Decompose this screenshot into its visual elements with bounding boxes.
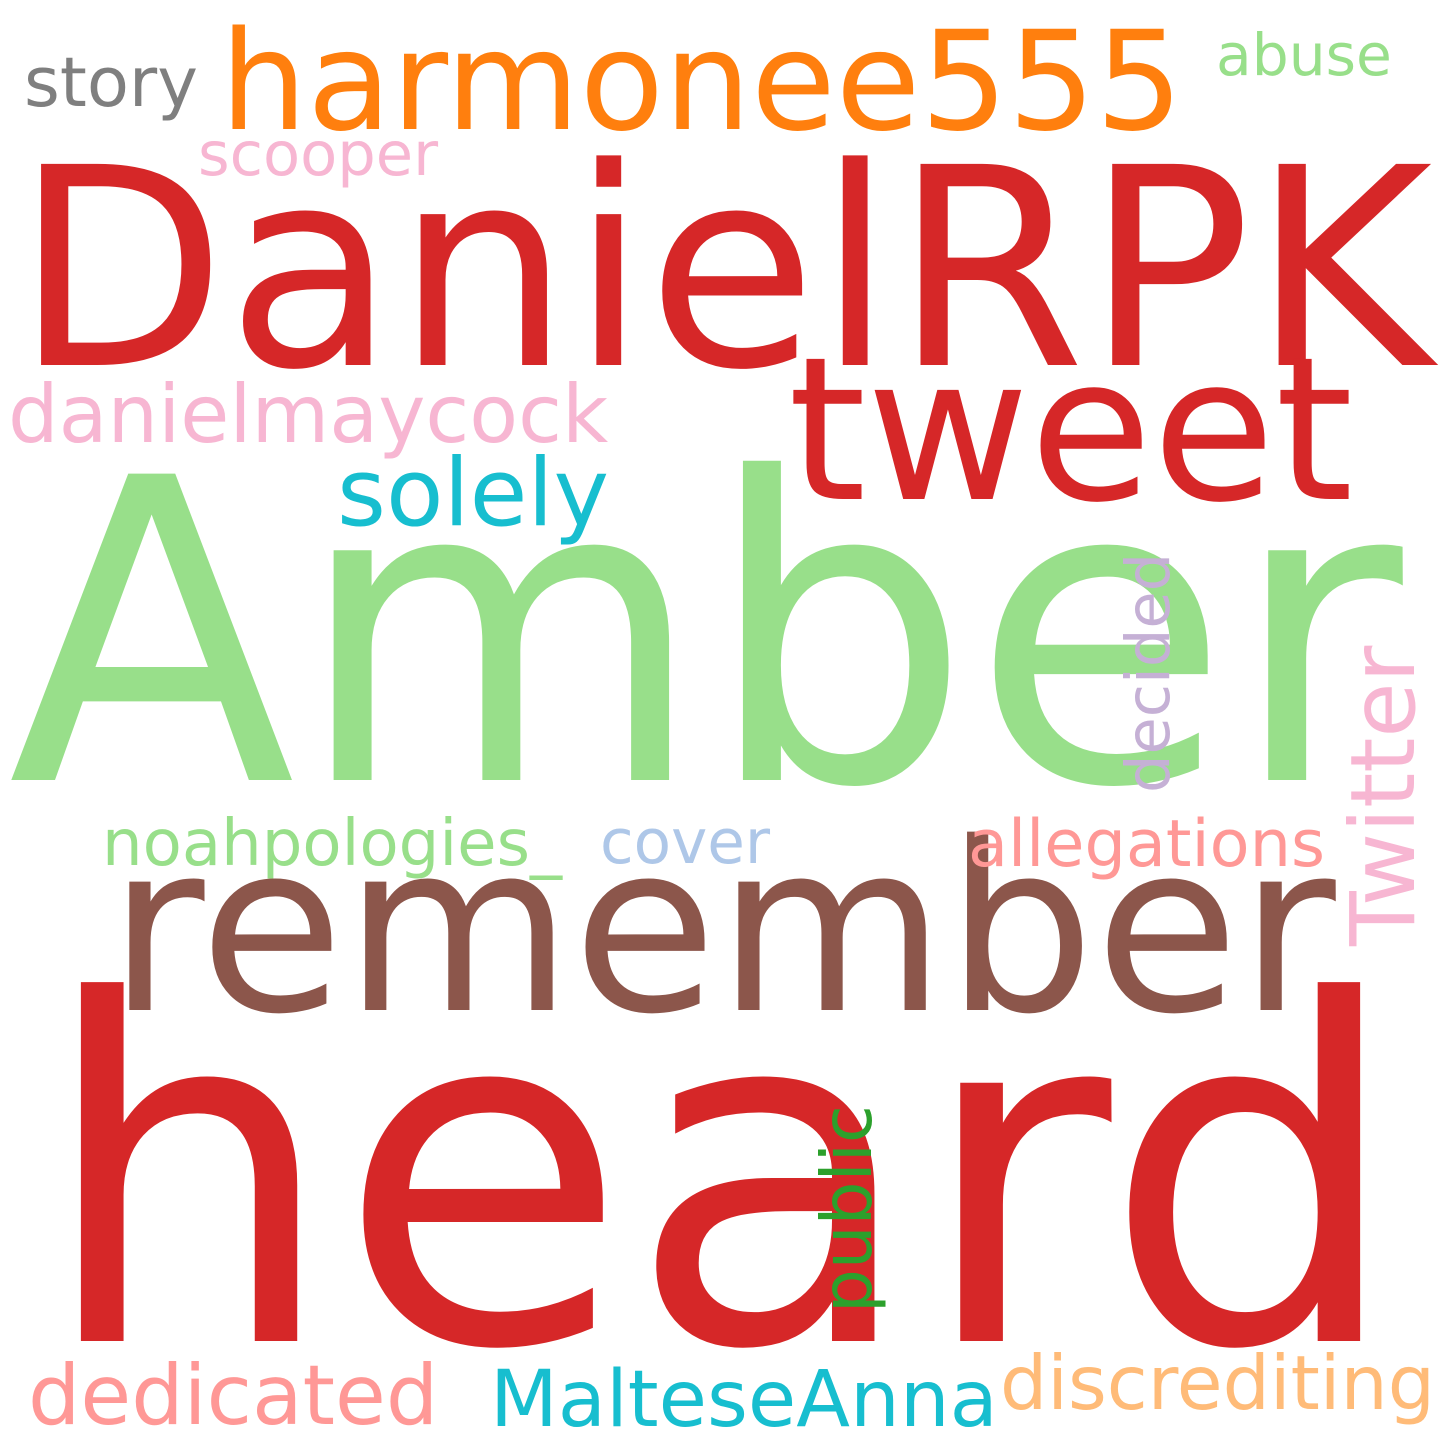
word-discrediting: discrediting [1000,1339,1435,1427]
word-story: story [24,42,198,123]
word-danielrpk: DanielRPK [14,110,1433,431]
word-decided: decided [1113,552,1184,793]
word-danielmaycock: danielmaycock [8,368,609,461]
word-solely: solely [337,439,610,548]
word-remember: remember [108,793,1336,1066]
word-amber: Amber [8,391,1403,880]
word-scooper: scooper [198,119,439,190]
word-malteseanna: MalteseAnna [490,1352,998,1440]
word-dedicated: dedicated [28,1347,439,1440]
word-allegations: allegations [968,805,1326,882]
word-heard: heard [38,904,1404,1440]
word-public: public [807,1105,888,1313]
word-cover: cover [600,806,771,878]
word-twitter: Twitter [1332,645,1436,946]
word-noahpologies: noahpologies_ [102,807,563,881]
word-abuse: abuse [1216,21,1392,89]
word-harmonee555: harmonee555 [220,2,1184,162]
word-tweet: tweet [788,315,1354,547]
